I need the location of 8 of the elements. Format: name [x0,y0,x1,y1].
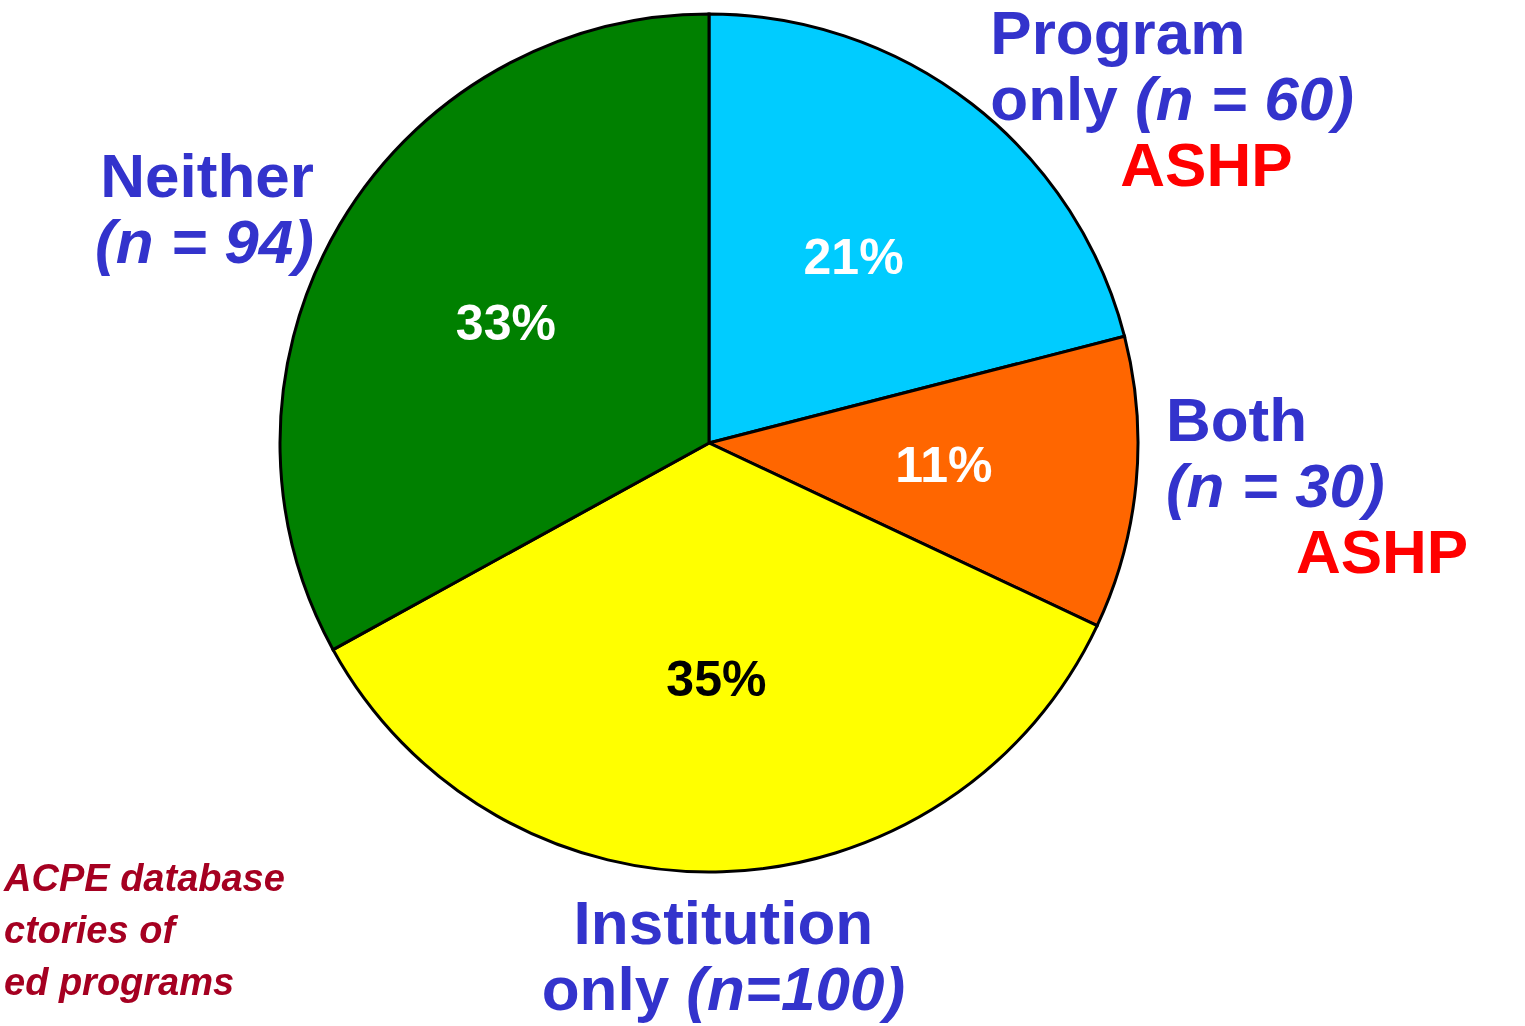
data-label: 21% [803,228,904,285]
data-label: 35% [666,650,767,707]
data-label: 33% [455,294,556,351]
data-label: 11% [895,437,993,494]
slice-label: Both (n = 30) [1165,385,1385,521]
slice-label: Institution only (n=100) [541,888,906,1023]
slice-label: Neither (n = 94) [95,141,314,277]
text: ACPE database ctories of ed programs [4,856,285,1005]
